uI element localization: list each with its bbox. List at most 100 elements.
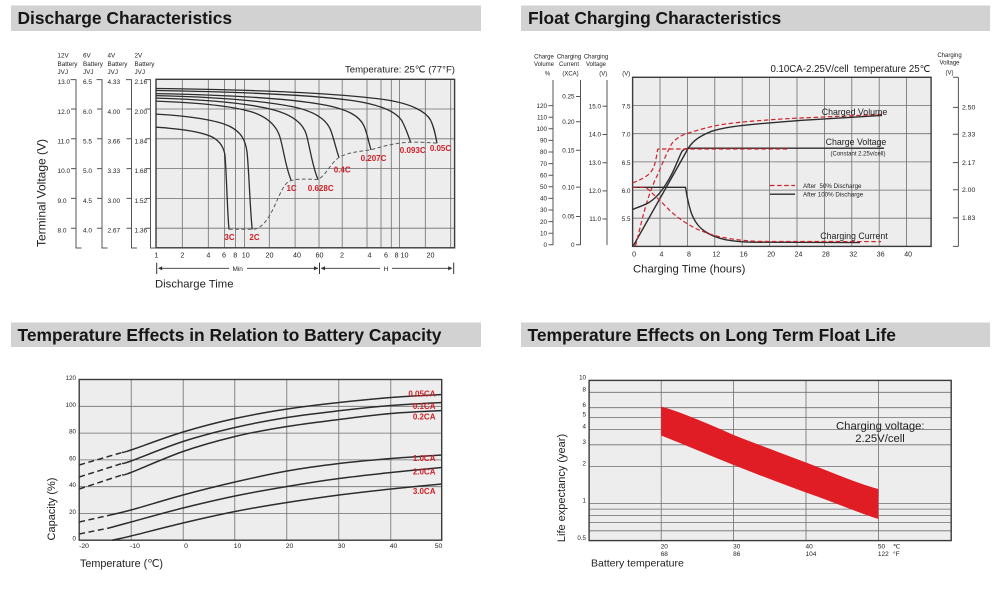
svg-text:(V): (V) (622, 72, 630, 78)
svg-text:4.33: 4.33 (108, 79, 121, 86)
svg-text:100: 100 (536, 126, 547, 133)
svg-text:100: 100 (66, 402, 77, 409)
svg-text:2.17: 2.17 (962, 160, 975, 167)
svg-text:10: 10 (401, 251, 409, 260)
svg-text:0.15: 0.15 (562, 148, 575, 155)
svg-text:68: 68 (661, 551, 669, 558)
svg-text:4V: 4V (108, 53, 117, 60)
svg-text:2.25V/cell: 2.25V/cell (855, 433, 905, 445)
svg-text:10: 10 (579, 375, 586, 382)
svg-text:Battery temperature: Battery temperature (591, 558, 684, 570)
svg-text:4: 4 (660, 251, 664, 258)
svg-text:1.52: 1.52 (135, 198, 148, 205)
svg-text:20: 20 (266, 251, 274, 260)
svg-text:4: 4 (583, 424, 587, 431)
svg-text:86: 86 (733, 551, 741, 558)
svg-text:After 50% Discharge: After 50% Discharge (803, 183, 862, 190)
svg-text:20: 20 (767, 251, 775, 258)
svg-text:60: 60 (69, 455, 76, 462)
svg-text:0.05C: 0.05C (430, 144, 452, 153)
svg-text:H: H (384, 266, 389, 273)
svg-text:Discharge Time: Discharge Time (155, 279, 233, 291)
svg-text:Battery: Battery (108, 61, 129, 68)
svg-text:Charging Current: Charging Current (820, 231, 888, 241)
svg-text:10: 10 (234, 543, 242, 550)
svg-text:10: 10 (540, 230, 548, 237)
svg-text:0.10CA-2.25V/cell temperature: 0.10CA-2.25V/cell temperature 25℃ (770, 64, 930, 75)
svg-text:(V): (V) (599, 72, 607, 78)
svg-text:6.5: 6.5 (622, 160, 631, 167)
svg-text:Charged Volume: Charged Volume (822, 107, 888, 117)
svg-text:50: 50 (435, 543, 443, 550)
svg-text:8.0: 8.0 (58, 228, 67, 235)
svg-text:6: 6 (222, 251, 226, 260)
svg-text:120: 120 (536, 103, 547, 110)
svg-text:28: 28 (822, 251, 830, 258)
svg-text:16: 16 (740, 251, 748, 258)
svg-text:50: 50 (540, 184, 548, 191)
svg-text:3.66: 3.66 (108, 139, 121, 146)
svg-text:11.0: 11.0 (589, 216, 601, 223)
svg-text:2.33: 2.33 (962, 131, 975, 138)
svg-text:Temperature: 25℃ (77°F): Temperature: 25℃ (77°F) (345, 65, 455, 76)
svg-text:8: 8 (687, 251, 691, 258)
svg-text:70: 70 (540, 161, 548, 168)
svg-text:0.628C: 0.628C (308, 184, 334, 193)
svg-text:0: 0 (184, 543, 188, 550)
svg-text:12V: 12V (58, 53, 70, 60)
svg-text:6V: 6V (83, 53, 92, 60)
svg-text:Charge: Charge (534, 55, 554, 61)
svg-text:-10: -10 (130, 543, 140, 550)
svg-text:JVJ: JVJ (58, 69, 69, 76)
svg-text:24: 24 (795, 251, 803, 258)
svg-text:(V): (V) (946, 70, 954, 76)
svg-text:8: 8 (395, 251, 399, 260)
svg-text:3.0CA: 3.0CA (413, 487, 436, 496)
svg-text:15.0: 15.0 (589, 104, 602, 111)
svg-text:Charge Voltage: Charge Voltage (826, 137, 887, 147)
svg-text:JVJ: JVJ (83, 69, 94, 76)
svg-text:Charging: Charging (937, 53, 961, 59)
svg-text:20: 20 (540, 219, 548, 226)
svg-text:Current: Current (559, 62, 579, 68)
svg-text:2.16: 2.16 (135, 79, 148, 86)
svg-text:10: 10 (242, 251, 250, 260)
svg-text:5.0: 5.0 (83, 168, 92, 175)
svg-text:1.0CA: 1.0CA (413, 454, 436, 463)
svg-text:30: 30 (733, 544, 741, 551)
svg-text:4: 4 (368, 251, 372, 260)
svg-text:3.33: 3.33 (108, 168, 121, 175)
svg-text:2.50: 2.50 (962, 105, 975, 112)
svg-text:After 100% Discharge: After 100% Discharge (803, 192, 864, 199)
svg-text:0.4C: 0.4C (334, 166, 351, 175)
svg-text:1.84: 1.84 (135, 139, 148, 146)
svg-text:Voltage: Voltage (586, 62, 607, 68)
svg-text:Temperature Effects in Relatio: Temperature Effects in Relation to Batte… (18, 325, 442, 345)
svg-text:1.36: 1.36 (135, 228, 148, 235)
svg-text:7.0: 7.0 (622, 132, 631, 139)
svg-text:Terminal Voltage (V): Terminal Voltage (V) (35, 139, 49, 247)
svg-text:40: 40 (904, 251, 912, 258)
svg-text:60: 60 (316, 251, 324, 260)
svg-text:13.0: 13.0 (58, 79, 71, 86)
svg-text:12.0: 12.0 (589, 188, 602, 195)
svg-text:Life expectancy (year): Life expectancy (year) (556, 434, 568, 542)
svg-text:20: 20 (69, 509, 76, 516)
svg-text:Charging voltage:: Charging voltage: (836, 421, 925, 433)
svg-text:%: % (545, 72, 551, 78)
svg-text:2V: 2V (135, 53, 144, 60)
svg-text:9.0: 9.0 (58, 198, 67, 205)
svg-text:1C: 1C (286, 184, 296, 193)
svg-text:6.5: 6.5 (83, 79, 92, 86)
svg-text:0.10: 0.10 (562, 184, 575, 191)
svg-text:0.1CA: 0.1CA (413, 402, 436, 411)
svg-text:30: 30 (540, 207, 548, 214)
svg-text:(XCA): (XCA) (562, 72, 578, 78)
svg-text:8: 8 (583, 387, 587, 394)
svg-text:0: 0 (73, 536, 77, 543)
svg-text:12.0: 12.0 (58, 109, 71, 116)
svg-text:4.0: 4.0 (83, 228, 92, 235)
svg-text:1.83: 1.83 (962, 215, 975, 222)
svg-text:2: 2 (340, 251, 344, 260)
svg-text:13.0: 13.0 (589, 160, 602, 167)
